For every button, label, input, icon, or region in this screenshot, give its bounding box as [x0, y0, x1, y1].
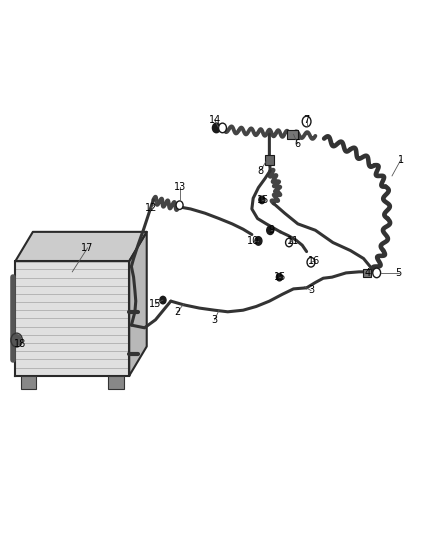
Circle shape	[219, 123, 226, 133]
Text: 5: 5	[396, 268, 402, 278]
Circle shape	[267, 226, 274, 235]
Text: 18: 18	[14, 339, 26, 349]
Circle shape	[259, 196, 265, 204]
Text: 13: 13	[173, 182, 186, 191]
Bar	[363, 269, 371, 277]
Text: 3: 3	[308, 286, 314, 295]
Text: 10: 10	[247, 236, 259, 246]
Text: 2: 2	[174, 307, 180, 317]
Bar	[287, 130, 298, 139]
Circle shape	[176, 201, 183, 209]
Text: 6: 6	[295, 139, 301, 149]
Text: 4: 4	[365, 268, 371, 278]
Circle shape	[286, 238, 293, 247]
Text: 15: 15	[274, 272, 286, 282]
Text: 8: 8	[258, 166, 264, 175]
Circle shape	[276, 273, 283, 281]
Text: 7: 7	[304, 115, 310, 125]
Bar	[21, 376, 36, 389]
Circle shape	[373, 268, 381, 278]
Circle shape	[12, 335, 21, 345]
Text: 16: 16	[308, 256, 321, 266]
Bar	[108, 376, 124, 389]
Text: 1: 1	[398, 155, 404, 165]
Text: 15: 15	[149, 299, 162, 309]
Polygon shape	[129, 232, 147, 376]
Bar	[265, 155, 274, 165]
Text: 9: 9	[268, 225, 275, 235]
Circle shape	[302, 116, 311, 127]
Polygon shape	[15, 232, 147, 261]
Polygon shape	[15, 261, 129, 376]
Text: 14: 14	[208, 115, 221, 125]
Text: 15: 15	[257, 195, 269, 205]
Circle shape	[212, 123, 220, 133]
Text: 3: 3	[212, 315, 218, 325]
Text: 17: 17	[81, 243, 94, 253]
Circle shape	[160, 296, 166, 304]
Text: 12: 12	[145, 203, 157, 213]
Circle shape	[255, 237, 262, 245]
Text: 11: 11	[286, 236, 299, 246]
Circle shape	[307, 257, 315, 267]
